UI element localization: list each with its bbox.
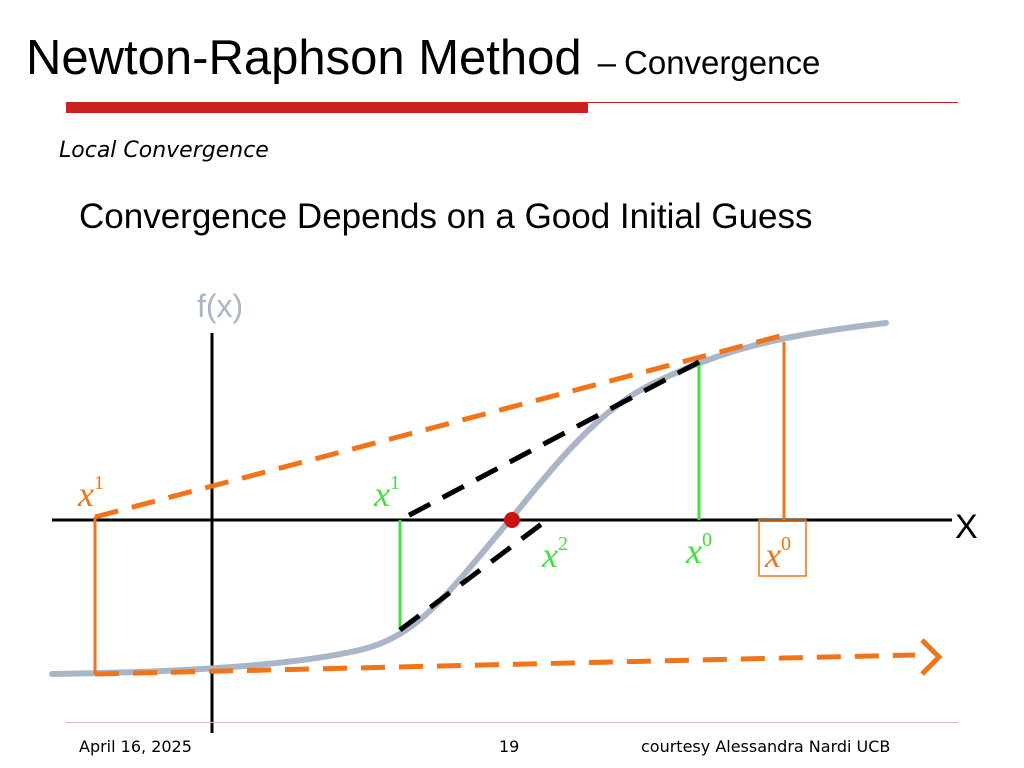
footer-date: April 16, 2025: [79, 737, 192, 756]
green-x2-label: x2: [541, 533, 568, 575]
orange-x0-label: x0: [764, 533, 791, 575]
green-x1-sup: 1: [390, 472, 400, 494]
title-underline-thin: [588, 102, 958, 103]
slide-heading: Convergence Depends on a Good Initial Gu…: [79, 197, 813, 236]
title-underline-thick: [66, 102, 588, 113]
orange-x1-sup: 1: [94, 472, 104, 494]
footer-credit: courtesy Alessandra Nardi UCB: [641, 737, 891, 756]
green-x0-sup: 0: [702, 529, 712, 551]
title-sub: Convergence: [624, 44, 821, 81]
y-axis-label: f(x): [197, 288, 243, 324]
green-x2-sup: 2: [558, 533, 568, 555]
orange-divergence-line: [94, 652, 916, 677]
slide-title: Newton-Raphson Method – Convergence: [26, 30, 820, 86]
title-main: Newton-Raphson Method: [26, 31, 582, 85]
orange-x0-box: [758, 519, 807, 577]
orange-x1-base: x: [77, 474, 94, 514]
black-tangent-1: [398, 359, 701, 523]
root-point: [504, 512, 520, 528]
orange-tangent-line: [94, 332, 785, 520]
footer-divider: [66, 722, 958, 723]
green-x0-base: x: [685, 531, 702, 571]
x-axis-label: X: [955, 508, 978, 546]
green-x1-label: x1: [373, 472, 400, 514]
green-x1-base: x: [373, 474, 390, 514]
footer-page-number: 19: [499, 737, 520, 756]
function-curve: [49, 320, 889, 677]
title-dash: –: [597, 44, 617, 81]
black-tangent-2: [398, 517, 549, 633]
divergence-arrow-icon: [920, 638, 943, 676]
slide-subtitle: Local Convergence: [59, 138, 269, 163]
orange-x0-base: x: [764, 535, 781, 575]
green-x2-base: x: [541, 535, 558, 575]
green-x0-label: x0: [685, 529, 712, 571]
orange-x1-label: x1: [77, 472, 104, 514]
orange-x0-sup: 0: [781, 533, 791, 555]
